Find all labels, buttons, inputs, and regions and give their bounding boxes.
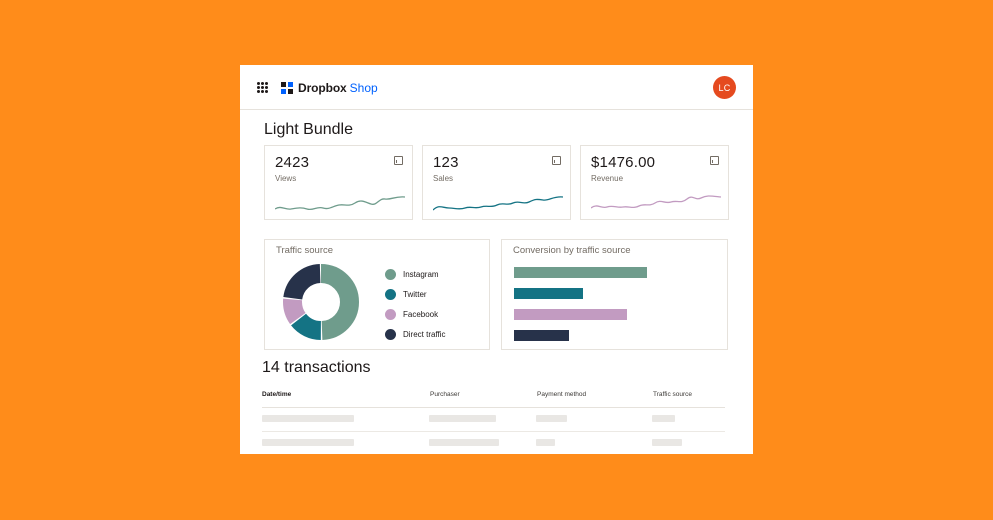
placeholder-cell <box>429 415 496 422</box>
conversion-bar-chart <box>514 267 647 351</box>
legend-item: Direct traffic <box>385 324 446 344</box>
panel-title: Conversion by traffic source <box>513 245 631 256</box>
bar-instagram <box>514 267 647 278</box>
legend-label: Instagram <box>403 269 439 279</box>
table-row[interactable] <box>262 408 725 432</box>
column-header[interactable]: Traffic source <box>653 391 693 398</box>
legend-label: Facebook <box>403 309 439 319</box>
traffic-legend: Instagram Twitter Facebook Direct traffi… <box>385 264 446 344</box>
stat-label: Sales <box>433 174 454 183</box>
stat-label: Revenue <box>591 174 624 183</box>
column-header[interactable]: Date/time <box>262 391 292 398</box>
stat-card-views: 2423 Views <box>264 145 413 220</box>
column-header[interactable]: Payment method <box>537 391 587 398</box>
stat-value: 2423 <box>275 154 310 171</box>
app-grid-icon[interactable] <box>257 82 268 93</box>
brand-name: Dropbox <box>298 81 347 95</box>
placeholder-cell <box>429 439 499 446</box>
stat-card-revenue: $1476.00 Revenue <box>580 145 729 220</box>
donut-slice-instagram <box>283 264 359 340</box>
legend-item: Facebook <box>385 304 446 324</box>
panel-title: Traffic source <box>276 245 334 256</box>
bar-twitter <box>514 288 584 299</box>
page-title: Light Bundle <box>264 121 353 138</box>
chart-icon[interactable] <box>394 156 403 165</box>
app-window: Dropbox Shop LC Light Bundle 2423 Views … <box>240 65 753 454</box>
table-header: Date/time Purchaser Payment method Traff… <box>262 388 725 408</box>
stat-card-sales: 123 Sales <box>422 145 571 220</box>
top-bar: Dropbox Shop LC <box>240 65 753 110</box>
placeholder-cell <box>262 415 354 422</box>
placeholder-cell <box>652 439 682 446</box>
placeholder-cell <box>652 415 675 422</box>
table-row[interactable] <box>262 432 725 454</box>
legend-label: Direct traffic <box>403 329 446 339</box>
stat-label: Views <box>275 174 297 183</box>
legend-item: Instagram <box>385 264 446 284</box>
transactions-title: 14 transactions <box>262 359 371 376</box>
stat-value: $1476.00 <box>591 154 656 171</box>
bar-facebook <box>514 309 628 320</box>
stat-value: 123 <box>433 154 459 171</box>
dropbox-logo-icon <box>281 82 293 94</box>
legend-swatch <box>385 288 396 300</box>
chart-icon[interactable] <box>710 156 719 165</box>
legend-swatch <box>385 328 396 340</box>
sales-sparkline <box>433 196 563 211</box>
column-header[interactable]: Purchaser <box>430 391 460 398</box>
revenue-sparkline <box>591 195 721 209</box>
legend-swatch <box>385 268 396 280</box>
brand-suffix: Shop <box>349 81 378 95</box>
legend-label: Twitter <box>403 289 427 299</box>
placeholder-cell <box>262 439 354 446</box>
conversion-panel: Conversion by traffic source <box>501 239 728 350</box>
brand-logo[interactable]: Dropbox Shop <box>281 79 378 97</box>
views-sparkline <box>275 196 405 211</box>
traffic-source-panel: Traffic source Instagram Twitter Faceboo… <box>264 239 490 350</box>
chart-icon[interactable] <box>552 156 561 165</box>
legend-item: Twitter <box>385 284 446 304</box>
donut-slice-facebook <box>283 264 359 340</box>
avatar[interactable]: LC <box>713 76 736 99</box>
bar-direct-traffic <box>514 330 569 341</box>
placeholder-cell <box>536 415 567 422</box>
legend-swatch <box>385 308 396 320</box>
traffic-donut-chart <box>283 264 359 340</box>
placeholder-cell <box>536 439 555 446</box>
